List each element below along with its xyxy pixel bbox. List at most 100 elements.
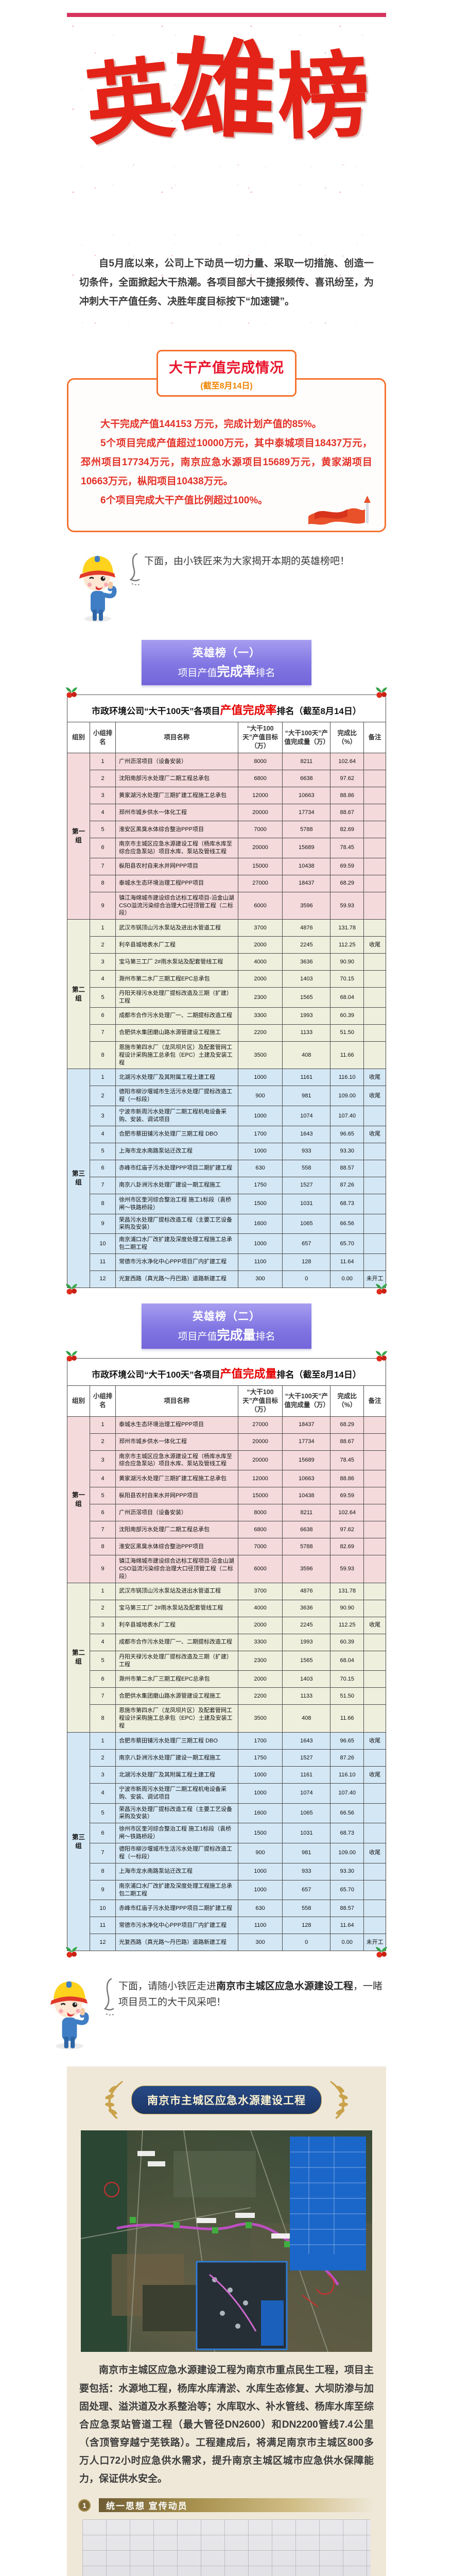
rank-cell: 5: [89, 1650, 116, 1671]
project-name-cell: 淮安区黑臭水体综合整治PPP项目: [115, 1538, 238, 1556]
table-row: 2 沈阳南部污水处理厂二期工程总承包 6800 6638 97.62: [67, 770, 386, 787]
completed-cell: 1403: [282, 1670, 331, 1688]
completed-cell: 17734: [282, 1433, 331, 1451]
pct-cell: 70.15: [330, 970, 364, 988]
target-cell: 300: [237, 1934, 283, 1952]
table-row: 11 常德市污水净化中心PPP项目厂内扩建工程 1100 128 11.64: [67, 1917, 386, 1935]
note-cell: [363, 804, 386, 821]
project-name-cell: 丹阳天禄污水处理厂提标改造及三期（扩建）工程: [115, 987, 238, 1008]
table-row: 4 合肥市蔡田铺污水处理厂三期工程 DBO 1700 1643 96.65 收尾: [67, 1125, 386, 1143]
target-cell: 1000: [237, 1069, 283, 1087]
completed-cell: 657: [282, 1233, 331, 1254]
pct-cell: 112.25: [330, 936, 364, 954]
pct-cell: 59.93: [330, 1555, 364, 1583]
target-cell: 1600: [237, 1803, 283, 1824]
rank-cell: 2: [89, 1749, 116, 1767]
completed-cell: 2245: [282, 1616, 331, 1634]
target-cell: 6000: [237, 891, 283, 920]
target-cell: 1600: [237, 1213, 283, 1234]
rank-cell: 6: [89, 1670, 116, 1688]
note-cell: 未开工: [363, 1270, 386, 1288]
summary-line: 大干完成产值144153 万元，完成计划产值的85%。: [100, 419, 322, 430]
pct-cell: 88.67: [330, 804, 364, 821]
rank-cell: 5: [89, 821, 116, 838]
rank-cell: 9: [89, 1555, 116, 1583]
table-row: 第二组 1 武汉市锅顶山污水泵站及进出水管道工程 3700 4876 131.78: [67, 1582, 386, 1733]
completed-cell: 1565: [282, 987, 331, 1008]
project-name-cell: 沈阳南部污水处理厂二期工程总承包: [115, 770, 238, 787]
mobilization-meeting-photo[interactable]: 南京市主城区应急水源项目部贯彻“大干一百天”动员部署会: [82, 2519, 371, 2576]
berry-decoration-icon: [65, 1283, 78, 1295]
pct-cell: 78.45: [330, 1450, 364, 1471]
project-name-cell: 广州沥滘项目（设备安装）: [115, 753, 238, 770]
target-cell: 6800: [237, 1521, 283, 1539]
project-satellite-map[interactable]: [81, 2130, 372, 2352]
table-row: 2 利辛县城地表水厂工程 2000 2245 112.25 收尾: [67, 936, 386, 954]
note-cell: [363, 1470, 386, 1488]
target-cell: 1000: [237, 1783, 283, 1804]
pct-cell: 11.66: [330, 1704, 364, 1733]
note-cell: [363, 821, 386, 838]
rank-cell: 3: [89, 1766, 116, 1784]
completed-cell: 1403: [282, 970, 331, 988]
rank-cell: 7: [89, 1843, 116, 1863]
table-row: 3 南京市主城区应急水源建设工程（杨库水库至综合应急泵站）项目水库、泵站及管线工程…: [67, 1450, 386, 1471]
note-cell: [363, 1917, 386, 1935]
rank-cell: 1: [89, 1416, 116, 1434]
completed-cell: 8211: [282, 1504, 331, 1522]
bubble-brace-icon: [129, 553, 140, 589]
hero-char: 雄: [169, 26, 279, 154]
project-name-cell: 成都市合作污水处理厂一、二期提标改造工程: [115, 1007, 238, 1025]
completed-cell: 0: [282, 1270, 331, 1288]
completed-cell: 6638: [282, 770, 331, 787]
top-accent-bar: [67, 13, 386, 17]
rank-cell: 4: [89, 1633, 116, 1651]
table-row: 12 光复西路（真光路～丹巴路）道路新建工程 300 0 0.00 未开工: [67, 1270, 386, 1288]
group-label-cell: 第三组: [67, 1732, 90, 1952]
table-row: 3 宁波市新周污水处理厂二期工程机电设备采购、安装、调试项目 1000 1074 107…: [67, 1106, 386, 1126]
completed-cell: 10438: [282, 857, 331, 875]
table-row: 8 泰城水生态环境治理工程PPP项目 27000 18437 68.29: [67, 874, 386, 892]
laurel-right-icon: [327, 2080, 351, 2120]
completed-cell: 981: [282, 1843, 331, 1863]
target-cell: 1500: [237, 1823, 283, 1843]
project-badge: 南京市主城区应急水源建设工程: [78, 2080, 375, 2120]
summary-section: 大干产值完成情况 (截至8月14日) 大干完成产值144153 万元，完成计划产…: [67, 350, 386, 533]
completed-cell: 3596: [282, 1555, 331, 1583]
column-header: 备注: [363, 722, 386, 753]
pct-cell: 93.30: [330, 1142, 364, 1160]
ranking-table-1: 市政环境公司“大干100天”各项目产值完成率排名（截至8月14日） 组别 小组排名项…: [66, 687, 387, 1295]
rank-cell: 3: [89, 1450, 116, 1471]
summary-line: 6个项目完成大干产值比例超过100%。: [100, 495, 268, 506]
target-cell: 6000: [237, 1555, 283, 1583]
table-row: 7 南京八卦洲污水处理厂建设一期工程施工 1750 1527 87.26: [67, 1176, 386, 1194]
column-header: 完成比（%）: [330, 722, 364, 753]
note-cell: [363, 1233, 386, 1254]
project-name-cell: 黄家湖污水处理厂三期扩建工程施工总承包: [115, 1470, 238, 1488]
table-row: 6 南京市主城区应急水源建设工程（杨库水库至综合应急泵站）项目水库、泵站及管线工程…: [67, 838, 386, 858]
note-cell: [363, 1633, 386, 1651]
project-name-cell: 光复西路（真光路～丹巴路）道路新建工程: [115, 1270, 238, 1288]
completed-cell: 1133: [282, 1687, 331, 1705]
table-row: 第三组 1 合肥市蔡田铺污水处理厂三期工程 DBO 1700 1643 96.65 收尾: [67, 1732, 386, 1952]
column-header: “大干100天”产值完成量（万）: [282, 722, 331, 753]
project-name-cell: 枞阳县农村自来水并网PPP项目: [115, 857, 238, 875]
note-cell: [363, 987, 386, 1008]
pct-cell: 116.10: [330, 1766, 364, 1784]
laurel-left-icon: [102, 2080, 126, 2120]
target-cell: 900: [237, 1086, 283, 1107]
completed-cell: 3636: [282, 1599, 331, 1617]
project-name-cell: 恩施市第四水厂（龙凤坝片区）及配套管网工程设计采购施工总承包（EPC）土建及安装…: [115, 1041, 238, 1070]
ribbon-line2: 项目产值完成量排名: [178, 1328, 275, 1343]
target-cell: 15000: [237, 857, 283, 875]
ribbon-line1: 英雄榜（一）: [193, 647, 260, 659]
pct-cell: 11.66: [330, 1041, 364, 1070]
note-cell: [363, 1582, 386, 1600]
target-cell: 3700: [237, 919, 283, 937]
hero-char: 英: [80, 46, 179, 158]
pct-cell: 66.56: [330, 1803, 364, 1824]
rank-cell: 8: [89, 1704, 116, 1733]
completed-cell: 128: [282, 1253, 331, 1271]
hero-calligraphy-title: 英 雄 榜: [76, 22, 377, 254]
project-name-cell: 赤峰市红庙子污水处理PPP项目二期扩建工程: [115, 1900, 238, 1918]
